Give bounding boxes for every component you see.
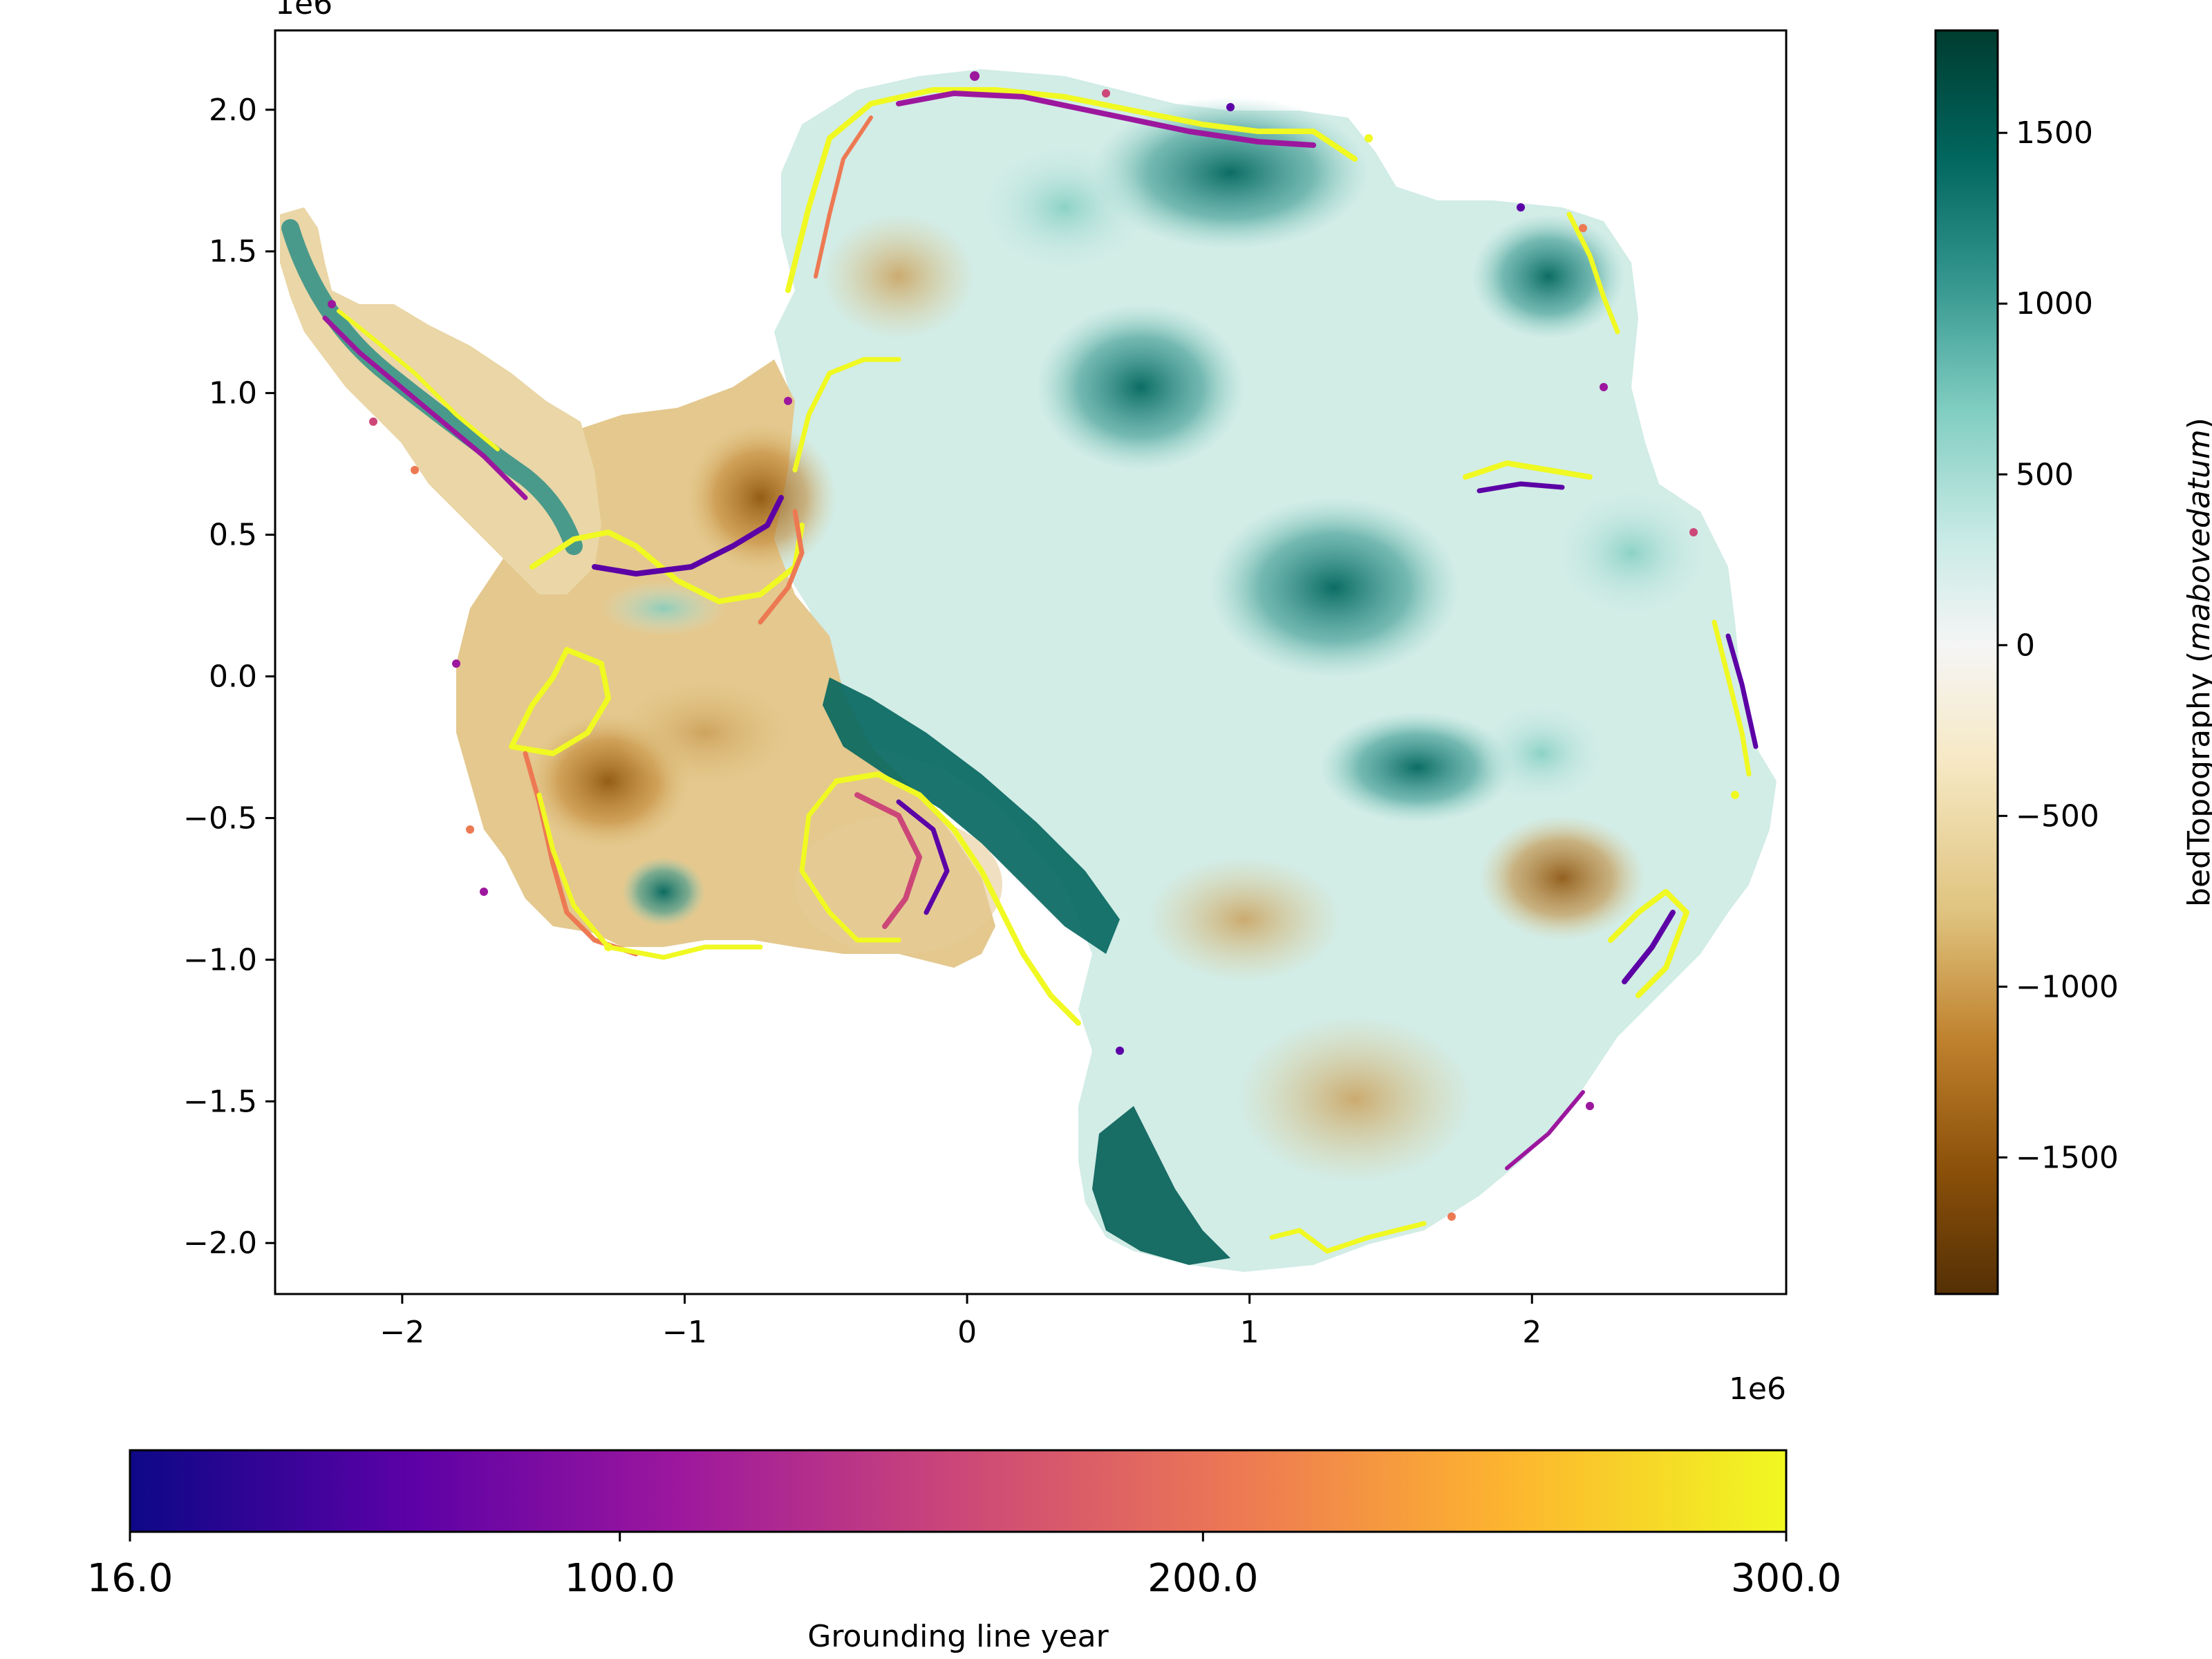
grounding-line-fris-3: [758, 509, 805, 625]
bed-colorbar-ticks: 1500 1000 500 0 −500 −1000 −1500: [1998, 115, 2119, 1175]
west-basin-3: [615, 677, 795, 788]
y-tick-label: 2.0: [209, 93, 257, 128]
grounding-line-totten: [1608, 889, 1689, 998]
east-basin-3: [1147, 857, 1341, 982]
grounding-line-peninsula-2: [337, 309, 500, 451]
y-tick-label: 1.0: [209, 376, 257, 411]
x-tick-label: 2: [1522, 1315, 1541, 1350]
wilkes-basin: [1237, 1016, 1472, 1182]
grounding-line-amundsen: [509, 647, 611, 756]
west-basin-2: [684, 422, 836, 574]
bed-colorbar-label: bedTopography (mabovedatum): [2182, 418, 2212, 907]
map-axes: [280, 69, 1777, 1272]
grounding-line-queen-maud: [1566, 212, 1620, 335]
bed-tick-label: −500: [2016, 798, 2099, 834]
grounding-line-ross: [834, 771, 1081, 1026]
east-high-5: [1320, 712, 1514, 823]
gl-tick-label: 200.0: [1147, 1556, 1258, 1601]
east-high-8: [1555, 491, 1707, 615]
grounding-line-ross-2: [854, 792, 922, 929]
y-tick-label: −2.0: [183, 1226, 257, 1261]
grounding-line-south-coast-2: [1505, 1090, 1585, 1170]
y-tick-label: 1.5: [209, 234, 257, 270]
east-antarctica: [760, 69, 1777, 1272]
grounding-line-ross-3: [896, 799, 950, 915]
ellsworth-high: [601, 581, 726, 636]
grounding-line-recovery: [792, 357, 901, 473]
recovery-basin: [823, 214, 975, 339]
y-tick-label: −0.5: [183, 800, 257, 836]
grounding-line-east-coast-2: [896, 91, 1316, 148]
x-axis-ticks: −2 −1 0 1 2: [379, 1294, 1541, 1350]
gl-tick-label: 300.0: [1731, 1556, 1841, 1601]
victoria-land-high: [1092, 1106, 1230, 1265]
east-high-3: [1037, 304, 1244, 470]
x-tick-label: 0: [957, 1315, 977, 1350]
gl-tick-label: 16.0: [87, 1556, 174, 1601]
grounding-line-amery-2: [1477, 481, 1565, 494]
east-high-4: [1472, 214, 1624, 339]
bed-colorbar: [1934, 29, 1999, 1295]
grounding-line-east-coast-3: [814, 115, 873, 279]
x-tick-label: −1: [662, 1315, 707, 1350]
marie-byrd-high: [622, 857, 705, 926]
bed-tick-label: 1500: [2016, 115, 2093, 151]
bed-tick-label: 1000: [2016, 286, 2093, 321]
grounding-line-totten-2: [1622, 910, 1676, 984]
grounding-line-amery: [1463, 460, 1593, 480]
grounding-line-east-coast: [785, 87, 1358, 293]
coastal-dots: [328, 71, 1739, 1221]
y-tick-label: 0.5: [209, 518, 257, 553]
gl-colorbar-label: Grounding line year: [807, 1619, 1109, 1654]
grounding-line-wilkes-2: [1725, 633, 1759, 749]
gl-tick-label: 100.0: [565, 1556, 675, 1601]
bed-tick-label: 500: [2016, 457, 2074, 492]
y-axis-ticks: 2.0 1.5 1.0 0.5 0.0 −0.5 −1.0 −1.5 −2.0: [183, 93, 275, 1261]
y-offset-label: 1e6: [275, 0, 332, 21]
grounding-line-fris: [529, 523, 805, 604]
y-tick-label: 0.0: [209, 659, 257, 694]
gl-colorbar-ticks: 16.0 100.0 200.0 300.0: [87, 1532, 1841, 1601]
east-high-6: [1479, 705, 1604, 802]
grounding-line-south-coast: [1269, 1221, 1427, 1254]
x-tick-label: −2: [379, 1315, 424, 1350]
transantarctic-mountains: [823, 677, 1120, 954]
east-high-7: [982, 145, 1147, 270]
grounding-line-siple: [799, 778, 901, 943]
gl-colorbar: [129, 1449, 1788, 1533]
dome-a-high: [1092, 97, 1369, 249]
bed-tick-label: −1000: [2016, 969, 2119, 1004]
grounding-lines: [322, 87, 1759, 1254]
gamburtsev-high: [1210, 498, 1459, 677]
x-offset-label: 1e6: [1729, 1371, 1786, 1407]
grounding-line-wilkes: [1712, 619, 1752, 777]
grounding-line-peninsula: [322, 315, 528, 500]
ross-ice-shelf-tone: [795, 816, 1002, 954]
map-axes-frame: [274, 29, 1788, 1295]
bed-tick-label: −1500: [2016, 1140, 2119, 1175]
peninsula-spine: [281, 219, 583, 555]
y-tick-label: −1.0: [183, 942, 257, 977]
grounding-line-fris-2: [592, 495, 784, 577]
bed-tick-label: 0: [2016, 628, 2035, 663]
x-tick-label: 1: [1240, 1315, 1259, 1350]
aurora-basin: [1479, 816, 1645, 940]
y-tick-label: −1.5: [183, 1084, 257, 1119]
